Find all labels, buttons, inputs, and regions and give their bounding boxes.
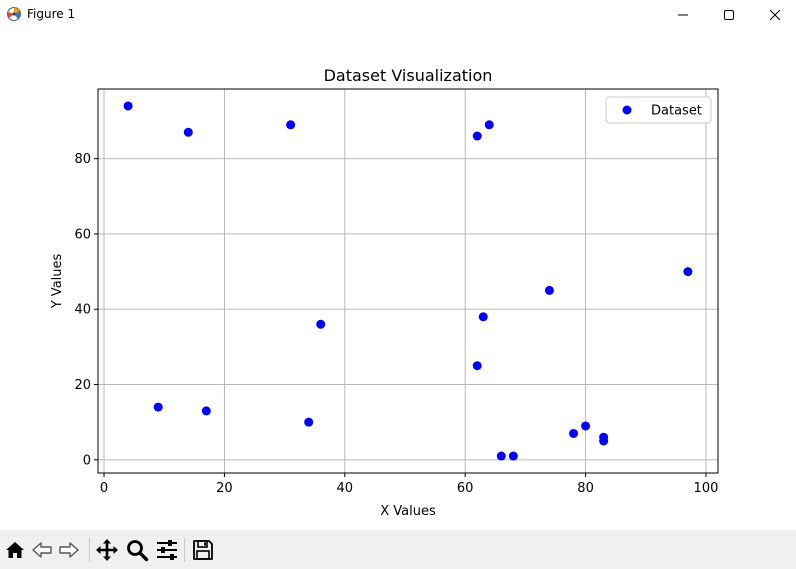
scatter-point	[472, 361, 482, 371]
legend-label: Dataset	[651, 104, 702, 119]
matplotlib-icon	[6, 6, 22, 22]
save-button[interactable]	[191, 538, 215, 562]
minimize-icon	[678, 14, 688, 16]
scatter-point	[183, 127, 193, 137]
save-icon	[193, 540, 213, 560]
legend-box	[605, 96, 712, 124]
x-tick-label: 100	[694, 481, 719, 496]
axis-ticks: 0 20 40 60 80 100 0 20 40 60 80	[74, 152, 718, 496]
y-tick-label: 80	[74, 152, 91, 167]
minimize-button[interactable]	[660, 0, 706, 30]
back-arrow-icon	[32, 542, 52, 558]
scatter-point	[316, 319, 326, 329]
zoom-button[interactable]	[125, 538, 149, 562]
home-button[interactable]	[3, 538, 27, 562]
scatter-point	[683, 267, 693, 277]
scatter-point	[569, 428, 579, 438]
navigation-toolbar	[0, 530, 796, 569]
chart-title: Dataset Visualization	[324, 66, 493, 85]
scatter-point	[153, 402, 163, 412]
axes-frame	[97, 88, 719, 474]
x-axis-label: X Values	[380, 504, 436, 519]
home-icon	[6, 542, 24, 558]
toolbar-separator	[89, 538, 90, 562]
scatter-point	[123, 101, 133, 111]
scatter-points	[123, 101, 693, 461]
forward-button[interactable]	[57, 538, 81, 562]
figure-canvas[interactable]: 0 20 40 60 80 100 0 20 40 60 80 Dataset Visualizat…	[0, 30, 796, 530]
legend-marker	[622, 105, 632, 115]
toolbar-separator	[184, 538, 185, 562]
move-icon	[96, 539, 118, 561]
scatter-point	[544, 285, 554, 295]
x-tick-label: 20	[216, 481, 233, 496]
window-title: Figure 1	[27, 7, 76, 21]
maximize-icon	[724, 10, 734, 20]
scatter-point	[508, 451, 518, 461]
maximize-button[interactable]	[706, 0, 752, 30]
y-tick-label: 60	[74, 227, 91, 242]
scatter-point	[599, 436, 609, 446]
legend: Dataset	[605, 96, 712, 124]
title-bar: Figure 1	[0, 0, 796, 30]
close-icon	[769, 9, 781, 21]
scatter-point	[478, 312, 488, 322]
configure-subplots-button[interactable]	[155, 538, 179, 562]
y-axis-label: Y Values	[50, 254, 65, 310]
y-tick-label: 0	[83, 453, 91, 468]
sliders-icon	[157, 540, 177, 560]
x-tick-label: 0	[100, 481, 108, 496]
scatter-point	[484, 120, 494, 130]
zoom-icon	[127, 540, 149, 562]
y-tick-label: 40	[74, 303, 91, 318]
pan-button[interactable]	[95, 538, 119, 562]
x-tick-label: 80	[577, 481, 594, 496]
grid-lines	[98, 89, 718, 473]
scatter-point	[304, 417, 314, 427]
scatter-point	[286, 120, 296, 130]
scatter-point	[496, 451, 506, 461]
y-tick-label: 20	[74, 378, 91, 393]
forward-arrow-icon	[59, 542, 79, 558]
x-tick-label: 60	[457, 481, 474, 496]
scatter-point	[581, 421, 591, 431]
close-button[interactable]	[752, 0, 796, 30]
x-tick-label: 40	[337, 481, 354, 496]
scatter-chart: 0 20 40 60 80 100 0 20 40 60 80 Dataset Visualizat…	[50, 66, 719, 519]
scatter-point	[201, 406, 211, 416]
scatter-point	[472, 131, 482, 141]
back-button[interactable]	[30, 538, 54, 562]
